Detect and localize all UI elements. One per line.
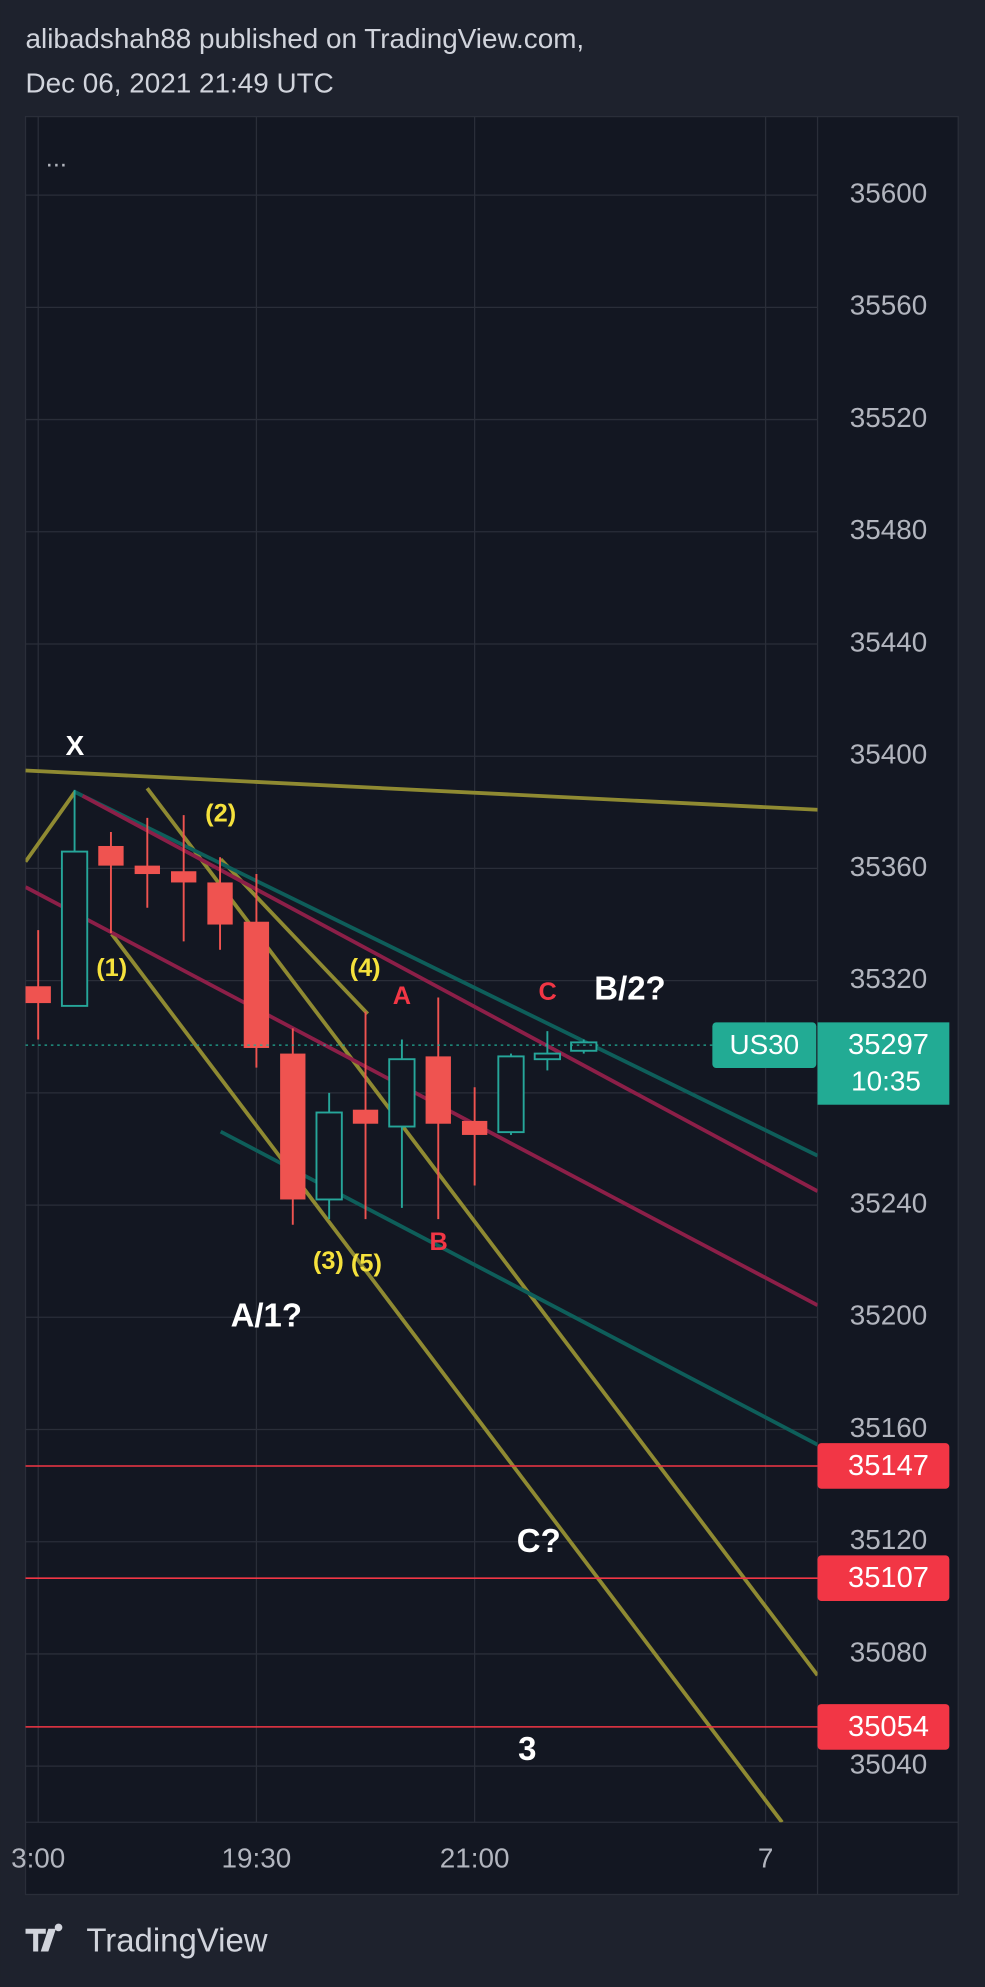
price-label-box [817, 1555, 950, 1602]
annotation: (5) [351, 1249, 382, 1277]
price-label: 35147 [848, 1450, 929, 1482]
logo [25, 1923, 63, 1952]
annotation: (3) [313, 1247, 344, 1275]
y-tick-label: 35600 [850, 177, 927, 208]
candle-body [98, 845, 124, 866]
annotation: C? [517, 1522, 561, 1559]
price-label-box [817, 1704, 950, 1750]
y-tick-label: 35560 [850, 290, 927, 321]
trend-line [25, 768, 818, 812]
candle-body [243, 921, 270, 1048]
price-label: 35054 [848, 1711, 929, 1743]
chart-frame [24, 115, 959, 1896]
candles [25, 789, 818, 1728]
candle-body [171, 871, 197, 883]
annotation: B/2? [594, 970, 665, 1007]
annotation: 3 [518, 1730, 536, 1767]
annotation: X [66, 730, 85, 761]
drawings [25, 768, 818, 1823]
candle-body [207, 882, 233, 925]
trend-line [110, 932, 784, 1823]
y-tick-label: 35040 [850, 1749, 927, 1780]
last-price-box [817, 1022, 950, 1105]
symbol-box [712, 1022, 817, 1068]
y-tick-label: 35440 [850, 626, 927, 657]
annotation: (2) [205, 800, 236, 828]
header-line: Dec 06, 2021 21:49 UTC [26, 67, 334, 98]
y-tick-label: 35160 [850, 1412, 927, 1443]
price-label-box [817, 1443, 950, 1489]
annotation: B [429, 1228, 447, 1256]
x-tick-label: 19:30 [222, 1843, 292, 1874]
price-axis: 35600 35560 35520 35480 35440 35400 35360 35320… [11, 177, 950, 1874]
price-label: 35107 [848, 1562, 929, 1594]
candle-body [570, 1041, 598, 1052]
candle-body [280, 1053, 306, 1200]
trend-line [25, 790, 77, 863]
y-tick-label: 35320 [850, 963, 927, 994]
y-tick-label: 35200 [850, 1300, 927, 1331]
candle-body [388, 1058, 416, 1128]
candle-body [315, 1111, 343, 1201]
annotation: (4) [350, 954, 381, 982]
candle-body [60, 850, 89, 1007]
x-tick-label: 21:00 [440, 1843, 510, 1874]
trend-line [81, 794, 818, 1193]
countdown-label: 10:35 [851, 1066, 921, 1097]
y-tick-label: 35080 [850, 1636, 927, 1667]
symbol-label: US30 [729, 1029, 799, 1060]
annotations: X (1) (2) (3) (5) (4) A B C B/2? A/1? C?… [66, 730, 666, 1767]
candle-body [425, 1056, 451, 1124]
candle-body [497, 1055, 525, 1134]
y-tick-label: 35240 [850, 1187, 927, 1218]
annotation: A [393, 982, 411, 1010]
candle-body [533, 1052, 561, 1061]
y-tick-label: 35360 [850, 851, 927, 882]
annotation: A/1? [231, 1297, 302, 1334]
y-tick-label: 35120 [850, 1524, 927, 1555]
trend-line [74, 790, 818, 1158]
y-tick-label: 35400 [850, 739, 927, 770]
menu-dots[interactable]: ... [46, 144, 67, 172]
candle-body [134, 865, 160, 875]
candle-body [25, 986, 51, 1004]
annotation: (1) [96, 954, 127, 982]
x-tick-label: 3:00 [11, 1843, 65, 1874]
candle-body [461, 1120, 488, 1135]
header-line: alibadshah88 published on TradingView.co… [26, 23, 585, 54]
grid [25, 116, 818, 1823]
brand: TradingView [86, 1921, 267, 1958]
footer: TradingView [25, 1921, 268, 1958]
trend-line [25, 885, 818, 1307]
y-tick-label: 35480 [850, 514, 927, 545]
annotation: C [538, 978, 556, 1006]
candle-body [352, 1109, 379, 1124]
last-price-label: 35297 [848, 1029, 929, 1061]
y-tick-label: 35520 [850, 402, 927, 433]
x-tick-label: 7 [758, 1843, 774, 1874]
